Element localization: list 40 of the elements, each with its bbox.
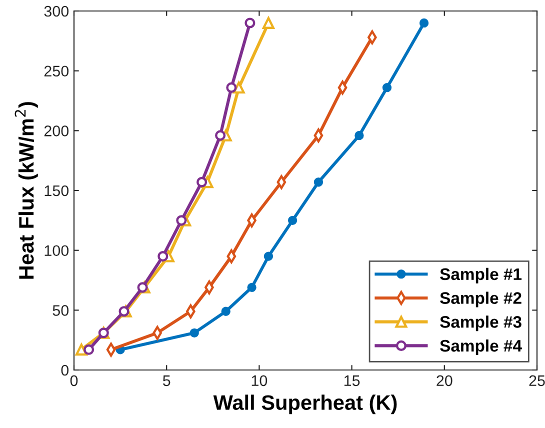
point: [382, 83, 392, 92]
point: [314, 178, 324, 187]
y-tick-label: 250: [44, 66, 69, 77]
point: [118, 306, 130, 317]
point: [226, 82, 237, 93]
y-tick-label: 300: [44, 6, 69, 17]
point: [264, 252, 274, 261]
y-tick-label: 50: [52, 305, 69, 316]
point: [221, 306, 230, 316]
legend-label: Sample #4: [440, 339, 522, 355]
point: [215, 130, 226, 141]
legend-label: Sample #2: [440, 292, 522, 308]
x-tick-label: 10: [252, 375, 268, 386]
point: [354, 130, 364, 140]
point: [247, 282, 256, 292]
legend-label: Sample #1: [440, 268, 522, 284]
point: [137, 282, 148, 293]
x-tick-label: 0: [70, 375, 78, 386]
x-tick-label: 5: [162, 375, 170, 386]
y-axis-title: Heat Flux (kW/m$^{2}$): [14, 102, 38, 279]
point: [232, 82, 245, 94]
point: [262, 16, 274, 29]
x-tick-label: 15: [344, 375, 360, 386]
legend-label: Sample #3: [440, 316, 522, 332]
x-axis-title: Wall Superheat (K): [213, 394, 397, 414]
point: [244, 18, 256, 28]
point: [419, 18, 429, 28]
y-tick-label: 150: [44, 185, 69, 196]
y-tick-label: 0: [61, 364, 69, 376]
point: [158, 251, 168, 262]
point: [190, 328, 199, 338]
y-tick-label: 200: [44, 126, 69, 136]
y-tick-label: 100: [44, 245, 69, 256]
point: [288, 216, 298, 225]
point: [176, 215, 187, 226]
point: [75, 344, 88, 356]
point: [196, 176, 208, 188]
x-tick-label: 25: [529, 375, 545, 386]
point: [84, 344, 94, 355]
x-tick-label: 20: [436, 375, 452, 386]
